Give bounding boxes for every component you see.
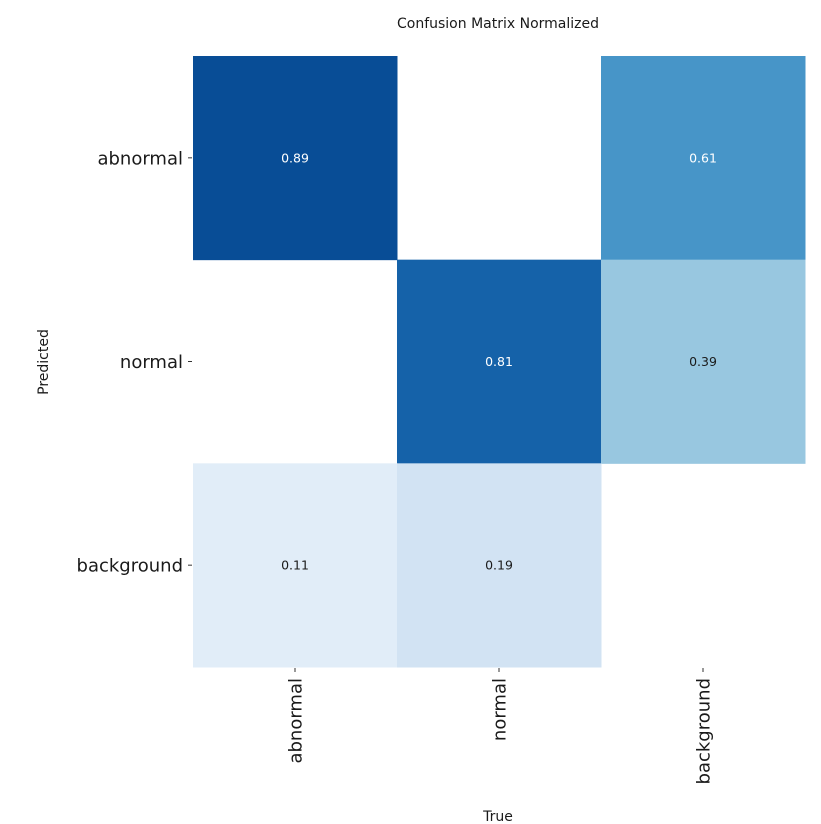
x-tick-label-background: background [694, 678, 715, 784]
cell-abnormal-background [601, 56, 806, 261]
x-tick-label-normal: normal [490, 678, 511, 741]
y-tick-label-abnormal: abnormal [97, 148, 183, 169]
cell-normal-normal [397, 259, 602, 464]
cell-value-abnormal-abnormal: 0.89 [281, 150, 309, 165]
x-tick-label-abnormal: abnormal [286, 678, 307, 764]
chart-title: Confusion Matrix Normalized [397, 16, 599, 32]
y-axis-title: Predicted [36, 329, 52, 395]
cell-value-normal-background: 0.39 [689, 354, 717, 369]
cell-value-background-normal: 0.19 [485, 558, 513, 573]
cell-normal-background [601, 259, 806, 464]
heatmap-cells: 0.89 0.61 0.81 0.39 0.11 0.19 [193, 56, 806, 668]
y-tick-label-background: background [77, 556, 183, 577]
y-tick-label-normal: normal [120, 352, 183, 373]
cell-background-abnormal [193, 463, 398, 668]
axis-ticks: abnormal normal background abnormal normal ba… [77, 148, 715, 784]
cell-value-abnormal-background: 0.61 [689, 150, 717, 165]
cell-abnormal-abnormal [193, 56, 398, 261]
x-axis-title: True [482, 809, 513, 824]
cell-background-normal [397, 463, 602, 668]
cell-value-normal-normal: 0.81 [485, 354, 513, 369]
cell-value-background-abnormal: 0.11 [281, 558, 309, 573]
